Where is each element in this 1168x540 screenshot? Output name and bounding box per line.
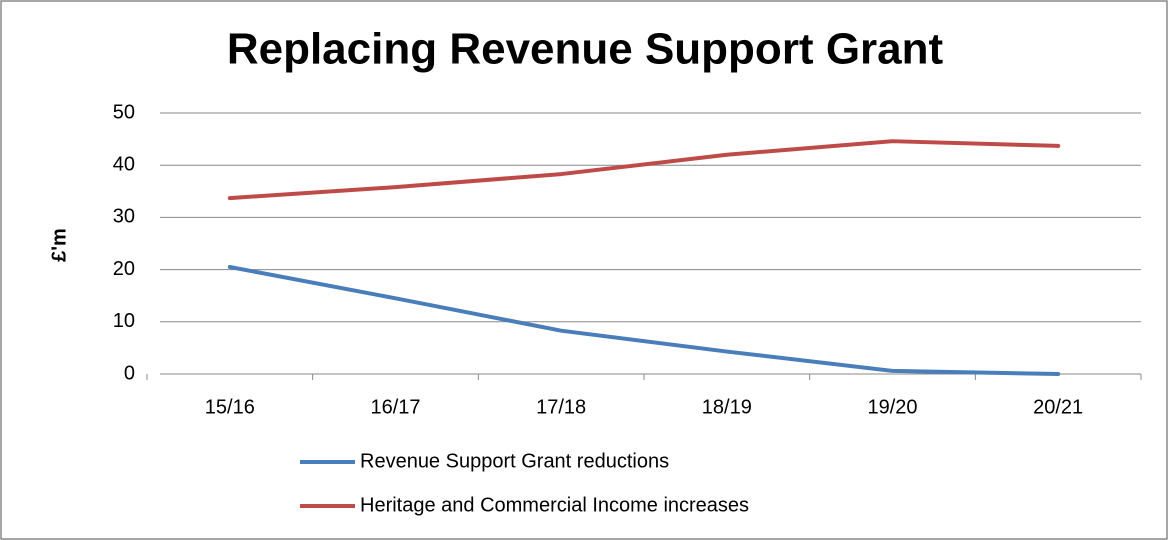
legend-label: Revenue Support Grant reductions [360,450,669,472]
legend-label: Heritage and Commercial Income increases [360,494,749,516]
x-tick-label: 18/19 [702,396,752,418]
x-tick-label: 16/17 [370,396,420,418]
x-tick-label: 19/20 [867,396,917,418]
x-tick-label: 17/18 [536,396,586,418]
series-line [227,264,1061,376]
y-tick-label: 50 [113,101,135,123]
y-tick-label: 30 [113,206,135,228]
y-axis-label: £'m [48,228,70,262]
x-tick-label: 15/16 [205,396,255,418]
y-tick-label: 0 [124,362,135,384]
y-tick-label: 40 [113,153,135,175]
y-tick-label: 10 [113,310,135,332]
series-line [227,139,1061,201]
x-tick-label: 20/21 [1033,396,1083,418]
chart-title: Replacing Revenue Support Grant [227,25,944,74]
y-tick-label: 20 [113,258,135,280]
